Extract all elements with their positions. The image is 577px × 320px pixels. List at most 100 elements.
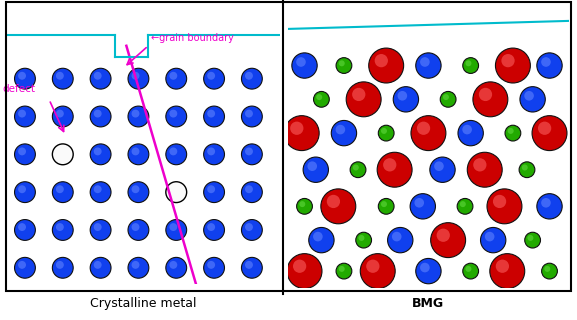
Circle shape xyxy=(388,228,413,253)
Circle shape xyxy=(14,68,35,89)
Circle shape xyxy=(242,106,263,127)
Circle shape xyxy=(132,223,140,231)
Circle shape xyxy=(420,57,430,67)
Circle shape xyxy=(56,110,64,117)
Circle shape xyxy=(496,260,509,273)
Circle shape xyxy=(287,254,322,289)
Circle shape xyxy=(336,263,352,279)
Circle shape xyxy=(493,195,506,208)
Circle shape xyxy=(353,164,359,171)
Circle shape xyxy=(466,266,471,272)
Circle shape xyxy=(166,106,187,127)
Circle shape xyxy=(532,116,567,151)
Circle shape xyxy=(14,220,35,240)
Circle shape xyxy=(541,57,551,67)
Circle shape xyxy=(292,53,317,78)
Circle shape xyxy=(242,220,263,240)
Circle shape xyxy=(166,220,187,240)
Circle shape xyxy=(18,110,26,117)
Circle shape xyxy=(366,260,380,273)
Circle shape xyxy=(527,235,533,241)
Circle shape xyxy=(18,72,26,80)
Circle shape xyxy=(242,68,263,89)
Circle shape xyxy=(541,198,551,208)
Circle shape xyxy=(128,68,149,89)
Circle shape xyxy=(544,266,550,272)
Circle shape xyxy=(416,53,441,78)
Circle shape xyxy=(53,144,73,165)
Circle shape xyxy=(53,106,73,127)
Circle shape xyxy=(93,110,102,117)
Circle shape xyxy=(90,182,111,203)
Text: ←grain boundary: ←grain boundary xyxy=(151,33,234,43)
Circle shape xyxy=(352,88,365,101)
Circle shape xyxy=(336,125,345,134)
Circle shape xyxy=(207,223,215,231)
Circle shape xyxy=(473,82,508,117)
Circle shape xyxy=(316,94,322,100)
Circle shape xyxy=(166,182,187,203)
Circle shape xyxy=(463,58,478,73)
Circle shape xyxy=(204,182,224,203)
Circle shape xyxy=(204,106,224,127)
Circle shape xyxy=(440,92,456,107)
Circle shape xyxy=(93,261,102,269)
Circle shape xyxy=(128,144,149,165)
Circle shape xyxy=(245,185,253,193)
Circle shape xyxy=(128,257,149,278)
Circle shape xyxy=(379,125,394,141)
Circle shape xyxy=(414,198,424,208)
Circle shape xyxy=(242,257,263,278)
Circle shape xyxy=(467,152,502,187)
Circle shape xyxy=(487,189,522,224)
Circle shape xyxy=(460,201,466,207)
Circle shape xyxy=(308,161,317,171)
Circle shape xyxy=(416,259,441,284)
Circle shape xyxy=(14,257,35,278)
Circle shape xyxy=(56,223,64,231)
Circle shape xyxy=(430,157,455,182)
Circle shape xyxy=(128,106,149,127)
Circle shape xyxy=(381,128,387,134)
Circle shape xyxy=(496,48,530,83)
Circle shape xyxy=(14,182,35,203)
Text: Crystalline metal: Crystalline metal xyxy=(89,297,196,310)
Circle shape xyxy=(434,161,444,171)
Circle shape xyxy=(90,106,111,127)
Circle shape xyxy=(132,261,140,269)
Circle shape xyxy=(339,60,344,66)
Circle shape xyxy=(93,72,102,80)
Circle shape xyxy=(18,148,26,156)
Circle shape xyxy=(166,257,187,278)
Circle shape xyxy=(309,228,334,253)
Circle shape xyxy=(207,148,215,156)
Circle shape xyxy=(313,92,329,107)
Circle shape xyxy=(170,110,177,117)
Circle shape xyxy=(524,232,541,248)
Circle shape xyxy=(290,122,304,135)
Circle shape xyxy=(242,144,263,165)
Circle shape xyxy=(170,148,177,156)
Circle shape xyxy=(381,201,387,207)
Circle shape xyxy=(93,148,102,156)
Circle shape xyxy=(245,223,253,231)
Circle shape xyxy=(458,120,484,146)
Circle shape xyxy=(369,48,404,83)
Circle shape xyxy=(132,148,140,156)
Circle shape xyxy=(542,263,557,279)
Circle shape xyxy=(170,261,177,269)
Circle shape xyxy=(358,235,365,241)
Circle shape xyxy=(420,263,430,272)
Circle shape xyxy=(296,57,306,67)
Circle shape xyxy=(437,228,450,242)
Circle shape xyxy=(170,72,177,80)
Circle shape xyxy=(245,261,253,269)
Circle shape xyxy=(53,257,73,278)
Circle shape xyxy=(356,232,372,248)
Circle shape xyxy=(90,144,111,165)
Circle shape xyxy=(56,185,64,193)
Circle shape xyxy=(14,144,35,165)
Text: BMG: BMG xyxy=(413,297,444,310)
Circle shape xyxy=(336,58,352,73)
Circle shape xyxy=(462,125,472,134)
